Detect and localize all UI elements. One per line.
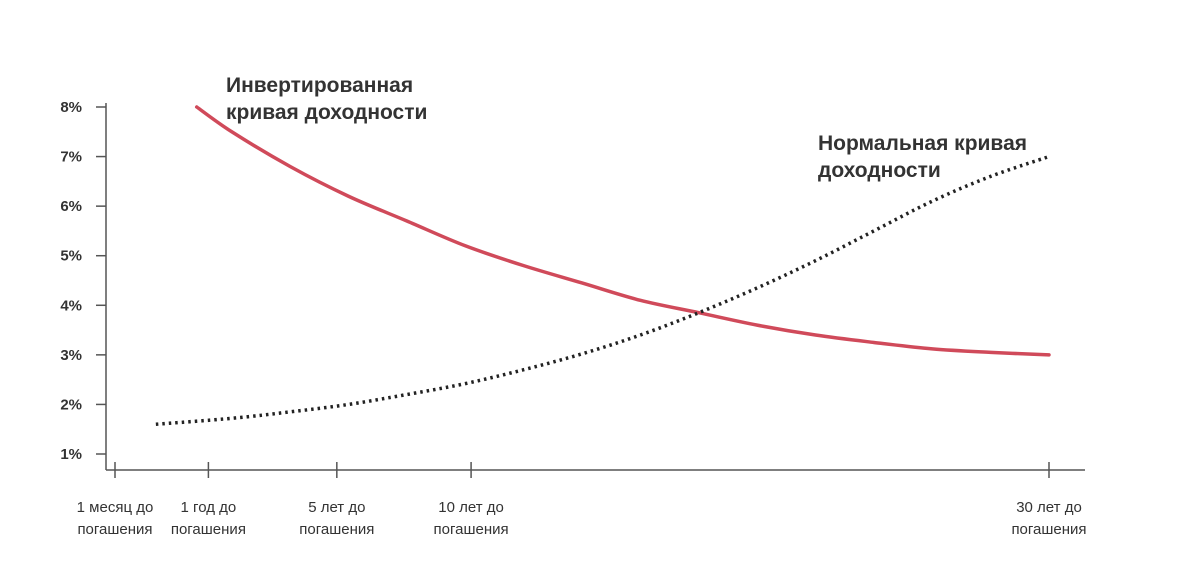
x-tick-label: 1 год до погашения	[171, 499, 246, 538]
y-tick-label: 7%	[60, 149, 82, 166]
normal-yield-curve-line	[155, 154, 1050, 427]
series-labels: Инвертированная кривая доходности Нормальн…	[226, 74, 1027, 182]
y-ticks: 1% 2% 3% 4% 5% 6% 7% 8%	[60, 99, 106, 463]
x-tick-label: 1 месяц до погашения	[77, 499, 154, 538]
x-tick-label: 5 лет до погашения	[299, 499, 374, 538]
x-tick-label: 10 лет до погашения	[434, 499, 509, 538]
inverted-yield-curve-line	[194, 105, 1051, 357]
y-tick-label: 3%	[60, 347, 82, 364]
y-tick-label: 8%	[60, 99, 82, 116]
series-group	[155, 105, 1051, 427]
y-tick-label: 4%	[60, 297, 82, 314]
y-tick-label: 2%	[60, 396, 82, 413]
x-tick-label: 30 лет до погашения	[1011, 499, 1086, 538]
y-tick-label: 1%	[60, 446, 82, 463]
y-tick-label: 6%	[60, 198, 82, 215]
inverted-curve-label: Инвертированная кривая доходности	[226, 74, 427, 124]
y-tick-label: 5%	[60, 248, 82, 265]
x-ticks: 1 месяц до погашения 1 год до погашения 5 ле…	[77, 462, 1087, 538]
normal-curve-label: Нормальная кривая доходности	[818, 132, 1027, 182]
